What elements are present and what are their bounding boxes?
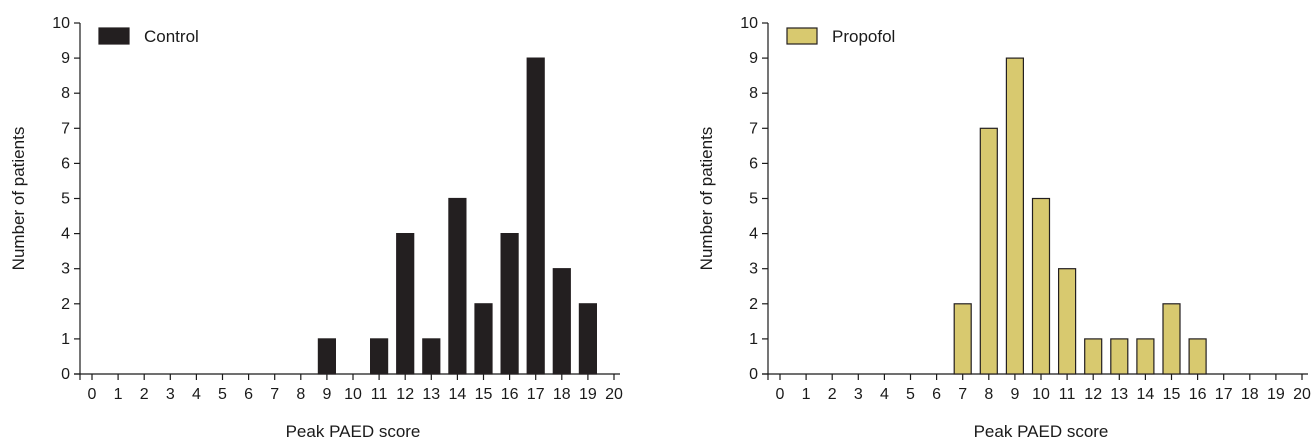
y-tick-label: 9 [749,50,758,67]
bar [370,338,389,375]
x-tick-label: 20 [1293,386,1311,403]
y-tick-label: 2 [749,296,758,313]
x-tick-label: 16 [1189,386,1207,403]
x-tick-label: 10 [344,386,362,403]
x-tick-label: 12 [1084,386,1102,403]
y-tick-label: 9 [61,50,70,67]
y-tick-label: 1 [749,331,758,348]
y-tick-label: 1 [61,331,70,348]
x-tick-label: 1 [114,386,123,403]
bar [1005,57,1025,375]
x-axis-label: Peak PAED score [974,422,1109,439]
y-tick-label: 5 [749,191,758,208]
y-tick-label: 6 [61,155,70,172]
x-tick-label: 9 [1010,386,1019,403]
y-tick-label: 0 [61,366,70,383]
bar [979,127,998,375]
x-tick-label: 12 [396,386,414,403]
bar [1057,268,1077,375]
x-tick-label: 11 [371,386,388,403]
y-tick-label: 2 [61,296,70,313]
y-tick-label: 6 [749,155,758,172]
y-tick-label: 8 [749,85,758,102]
x-tick-label: 14 [1137,386,1155,403]
x-tick-label: 8 [984,386,993,403]
y-axis-label: Number of patients [9,127,28,271]
x-tick-label: 1 [802,386,811,403]
bar [552,268,571,375]
legend-label: Control [144,27,199,46]
x-tick-label: 8 [296,386,305,403]
legend-swatch [786,27,818,45]
y-tick-label: 4 [749,226,758,243]
x-tick-label: 3 [854,386,863,403]
y-tick-label: 3 [61,261,70,278]
bar [1110,338,1129,375]
bar [1031,197,1051,375]
bar [1084,338,1103,375]
x-tick-label: 20 [605,386,623,403]
y-tick-label: 10 [52,15,70,32]
y-tick-label: 5 [61,191,70,208]
x-tick-label: 10 [1032,386,1050,403]
y-tick-label: 7 [749,120,758,137]
x-tick-label: 4 [192,386,201,403]
legend: Control [98,27,199,46]
bar [1188,338,1207,375]
x-tick-label: 13 [1110,386,1128,403]
y-tick-label: 3 [749,261,758,278]
y-tick-label: 8 [61,85,70,102]
x-tick-label: 19 [579,386,597,403]
x-tick-label: 13 [422,386,440,403]
y-axis-label: Number of patients [697,127,716,271]
x-tick-label: 15 [475,386,493,403]
x-tick-label: 2 [140,386,149,403]
x-tick-label: 16 [501,386,519,403]
y-tick-label: 0 [749,366,758,383]
legend-swatch [98,27,130,45]
x-tick-label: 5 [906,386,915,403]
x-tick-label: 9 [322,386,331,403]
bar [1136,338,1155,375]
x-tick-label: 17 [1215,386,1233,403]
x-tick-label: 6 [932,386,941,403]
x-tick-label: 7 [270,386,279,403]
bar [500,233,519,375]
x-tick-label: 2 [828,386,837,403]
x-tick-label: 15 [1163,386,1181,403]
x-tick-label: 19 [1267,386,1285,403]
y-tick-label: 7 [61,120,70,137]
bar [422,338,441,375]
x-tick-label: 18 [553,386,571,403]
x-tick-label: 5 [218,386,227,403]
bar [526,57,545,375]
x-tick-label: 0 [776,386,785,403]
bar [396,233,415,375]
x-tick-label: 6 [244,386,253,403]
bar [1162,303,1181,375]
x-tick-label: 14 [449,386,467,403]
x-tick-label: 18 [1241,386,1259,403]
y-tick-label: 10 [740,15,758,32]
bar [317,338,336,375]
x-tick-label: 17 [527,386,545,403]
x-tick-label: 0 [88,386,97,403]
bar [448,197,467,375]
x-axis-label: Peak PAED score [286,422,421,439]
x-tick-label: 7 [958,386,967,403]
x-tick-label: 4 [880,386,889,403]
legend-label: Propofol [832,27,895,46]
x-tick-label: 3 [166,386,175,403]
bar [474,303,493,375]
bar [953,303,972,375]
x-tick-label: 11 [1059,386,1076,403]
legend: Propofol [786,27,895,46]
bar [578,303,598,375]
y-tick-label: 4 [61,226,70,243]
